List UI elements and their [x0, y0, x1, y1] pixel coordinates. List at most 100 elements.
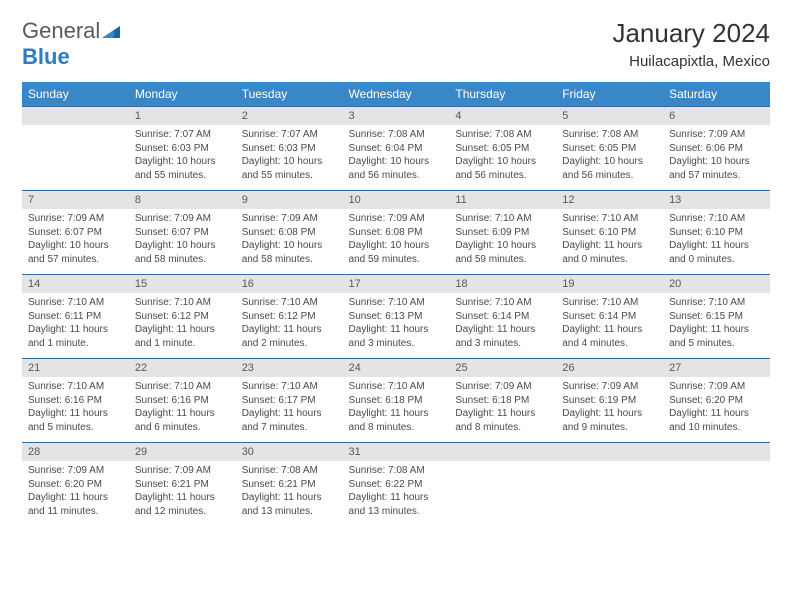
body-row: Sunrise: 7:07 AMSunset: 6:03 PMDaylight:… [22, 125, 770, 191]
day-cell [556, 461, 663, 526]
daynum: 10 [343, 191, 450, 210]
daylight2: and 56 minutes. [562, 170, 633, 181]
daylight1: Daylight: 11 hours [349, 324, 429, 335]
sunrise: Sunrise: 7:09 AM [242, 213, 318, 224]
daynum: 2 [236, 107, 343, 126]
daylight1: Daylight: 11 hours [242, 408, 322, 419]
daylight1: Daylight: 10 hours [349, 156, 430, 167]
sunrise: Sunrise: 7:10 AM [28, 381, 104, 392]
daylight2: and 0 minutes. [669, 254, 735, 265]
daylight1: Daylight: 10 hours [135, 240, 216, 251]
daylight2: and 9 minutes. [562, 422, 628, 433]
location: Huilacapixtla, Mexico [612, 53, 770, 70]
daynum: 26 [556, 359, 663, 378]
month-title: January 2024 [612, 18, 770, 49]
daynum: 15 [129, 275, 236, 294]
day-cell: Sunrise: 7:09 AMSunset: 6:08 PMDaylight:… [236, 209, 343, 275]
daylight1: Daylight: 11 hours [669, 240, 749, 251]
daylight2: and 5 minutes. [28, 422, 94, 433]
sunrise: Sunrise: 7:08 AM [455, 129, 531, 140]
day-cell [449, 461, 556, 526]
daynum: 18 [449, 275, 556, 294]
sunrise: Sunrise: 7:10 AM [242, 381, 318, 392]
daylight2: and 59 minutes. [455, 254, 526, 265]
daynum: 17 [343, 275, 450, 294]
daynum: 20 [663, 275, 770, 294]
daynum-row: 28 29 30 31 [22, 443, 770, 462]
sunset: Sunset: 6:08 PM [242, 227, 316, 238]
day-cell [663, 461, 770, 526]
daylight1: Daylight: 11 hours [28, 492, 108, 503]
sunrise: Sunrise: 7:10 AM [349, 297, 425, 308]
sunset: Sunset: 6:14 PM [562, 311, 636, 322]
sunset: Sunset: 6:19 PM [562, 395, 636, 406]
daylight2: and 5 minutes. [669, 338, 735, 349]
daynum: 21 [22, 359, 129, 378]
daynum: 28 [22, 443, 129, 462]
sunrise: Sunrise: 7:08 AM [242, 465, 318, 476]
daynum: 30 [236, 443, 343, 462]
daylight1: Daylight: 11 hours [135, 324, 215, 335]
sunset: Sunset: 6:10 PM [562, 227, 636, 238]
daylight2: and 8 minutes. [349, 422, 415, 433]
sunrise: Sunrise: 7:10 AM [28, 297, 104, 308]
day-cell: Sunrise: 7:09 AMSunset: 6:08 PMDaylight:… [343, 209, 450, 275]
brand-word2: Blue [22, 44, 70, 69]
daylight2: and 1 minute. [28, 338, 89, 349]
day-cell: Sunrise: 7:10 AMSunset: 6:16 PMDaylight:… [22, 377, 129, 443]
daynum: 31 [343, 443, 450, 462]
daylight1: Daylight: 11 hours [562, 408, 642, 419]
daylight2: and 11 minutes. [28, 506, 98, 517]
day-cell: Sunrise: 7:10 AMSunset: 6:14 PMDaylight:… [449, 293, 556, 359]
sunrise: Sunrise: 7:09 AM [135, 213, 211, 224]
day-cell: Sunrise: 7:08 AMSunset: 6:21 PMDaylight:… [236, 461, 343, 526]
triangle-icon [102, 18, 120, 44]
day-cell: Sunrise: 7:10 AMSunset: 6:15 PMDaylight:… [663, 293, 770, 359]
daylight1: Daylight: 10 hours [562, 156, 643, 167]
sunset: Sunset: 6:21 PM [135, 479, 209, 490]
sunset: Sunset: 6:18 PM [349, 395, 423, 406]
day-cell: Sunrise: 7:10 AMSunset: 6:12 PMDaylight:… [129, 293, 236, 359]
dayhead-wed: Wednesday [343, 82, 450, 107]
sunrise: Sunrise: 7:09 AM [28, 213, 104, 224]
sunset: Sunset: 6:12 PM [242, 311, 316, 322]
dayhead-thu: Thursday [449, 82, 556, 107]
day-cell: Sunrise: 7:09 AMSunset: 6:20 PMDaylight:… [663, 377, 770, 443]
day-cell: Sunrise: 7:09 AMSunset: 6:21 PMDaylight:… [129, 461, 236, 526]
sunrise: Sunrise: 7:10 AM [455, 213, 531, 224]
sunset: Sunset: 6:22 PM [349, 479, 423, 490]
calendar-page: General Blue January 2024 Huilacapixtla,… [0, 0, 792, 544]
sunset: Sunset: 6:20 PM [669, 395, 743, 406]
dayhead-tue: Tuesday [236, 82, 343, 107]
daylight2: and 55 minutes. [242, 170, 313, 181]
day-cell: Sunrise: 7:09 AMSunset: 6:20 PMDaylight:… [22, 461, 129, 526]
day-cell: Sunrise: 7:10 AMSunset: 6:18 PMDaylight:… [343, 377, 450, 443]
daylight2: and 59 minutes. [349, 254, 420, 265]
sunrise: Sunrise: 7:09 AM [28, 465, 104, 476]
daylight2: and 1 minute. [135, 338, 196, 349]
sunset: Sunset: 6:07 PM [135, 227, 209, 238]
sunrise: Sunrise: 7:09 AM [562, 381, 638, 392]
sunset: Sunset: 6:11 PM [28, 311, 101, 322]
daylight2: and 56 minutes. [455, 170, 526, 181]
day-cell: Sunrise: 7:10 AMSunset: 6:09 PMDaylight:… [449, 209, 556, 275]
sunrise: Sunrise: 7:09 AM [669, 381, 745, 392]
daynum: 6 [663, 107, 770, 126]
daynum: 5 [556, 107, 663, 126]
body-row: Sunrise: 7:09 AMSunset: 6:20 PMDaylight:… [22, 461, 770, 526]
daylight1: Daylight: 10 hours [669, 156, 750, 167]
daylight2: and 2 minutes. [242, 338, 308, 349]
sunrise: Sunrise: 7:10 AM [562, 297, 638, 308]
daynum: 3 [343, 107, 450, 126]
dayhead-sat: Saturday [663, 82, 770, 107]
body-row: Sunrise: 7:09 AM Sunset: 6:07 PM Daylight:… [22, 209, 770, 275]
brand-logo: General Blue [22, 18, 120, 70]
daylight2: and 58 minutes. [242, 254, 313, 265]
daylight1: Daylight: 11 hours [349, 408, 429, 419]
daynum: 16 [236, 275, 343, 294]
day-cell: Sunrise: 7:10 AMSunset: 6:16 PMDaylight:… [129, 377, 236, 443]
sunset: Sunset: 6:03 PM [242, 143, 316, 154]
sunrise: Sunrise: 7:09 AM [349, 213, 425, 224]
sunset: Sunset: 6:14 PM [455, 311, 529, 322]
sunset: Sunset: 6:17 PM [242, 395, 316, 406]
